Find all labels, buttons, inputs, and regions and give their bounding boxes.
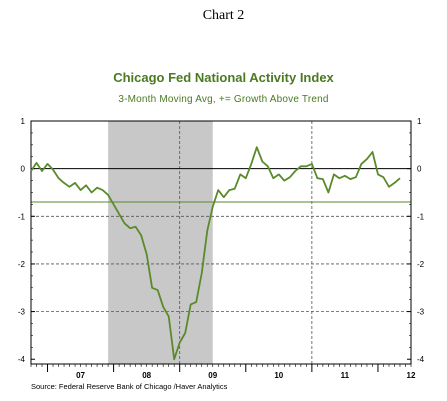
x-tick-label: 09 — [208, 371, 217, 380]
x-tick-label: 08 — [142, 371, 151, 380]
y-tick-label-left: -1 — [18, 212, 26, 221]
y-tick-label-right: -1 — [417, 212, 425, 221]
source-note: Source: Federal Reserve Bank of Chicago … — [31, 382, 228, 391]
y-tick-label-right: -3 — [417, 308, 425, 317]
x-tick-label: 12 — [407, 371, 416, 380]
y-tick-label-right: -4 — [417, 355, 425, 364]
y-tick-label-left: -3 — [18, 308, 26, 317]
x-tick-label: 11 — [341, 371, 350, 380]
y-tick-label-right: -2 — [417, 260, 425, 269]
series-line-cfnai — [30, 146, 401, 361]
recession-shading — [108, 121, 213, 364]
document-title: Chart 2 — [202, 8, 245, 23]
y-tick-label-right: 1 — [417, 117, 422, 126]
y-tick-label-left: -2 — [18, 260, 26, 269]
x-tick-label: 07 — [76, 371, 85, 380]
y-tick-label-left: -4 — [18, 355, 26, 364]
chart-subtitle: 3-Month Moving Avg, += Growth Above Tren… — [118, 94, 329, 105]
x-tick-label: 10 — [274, 371, 283, 380]
y-tick-label-left: 0 — [21, 165, 26, 174]
chart-title: Chicago Fed National Activity Index — [113, 70, 334, 85]
y-tick-label-left: 1 — [21, 117, 26, 126]
plot-frame — [30, 120, 412, 365]
y-tick-label-right: 0 — [417, 165, 422, 174]
